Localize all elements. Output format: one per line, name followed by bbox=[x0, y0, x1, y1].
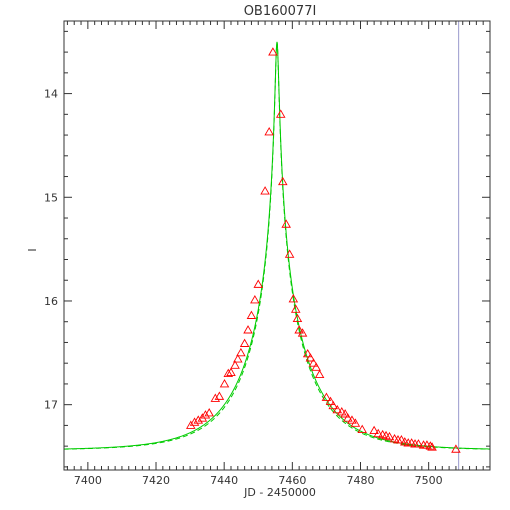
data-point bbox=[340, 409, 350, 418]
y-tick-label: 15 bbox=[44, 191, 58, 204]
data-point bbox=[268, 47, 278, 56]
data-point bbox=[332, 404, 343, 414]
data-point bbox=[250, 295, 260, 304]
axis-ticks: 7400 7420 7440 7460 7480 7500 14 15 16 17 bbox=[44, 21, 491, 487]
y-tick-label: 16 bbox=[44, 295, 58, 308]
data-point bbox=[373, 428, 383, 438]
data-point bbox=[413, 439, 424, 448]
y-axis-label: I bbox=[26, 248, 39, 251]
data-point bbox=[219, 379, 230, 388]
data-point bbox=[193, 415, 204, 424]
fit-curve-dashed bbox=[64, 41, 490, 450]
data-point bbox=[243, 325, 253, 334]
data-point bbox=[260, 186, 270, 195]
data-point bbox=[384, 431, 395, 441]
fit-curve-solid bbox=[64, 41, 490, 450]
data-point bbox=[325, 396, 336, 406]
data-point bbox=[233, 354, 243, 363]
data-point bbox=[288, 293, 299, 303]
y-tick-label: 17 bbox=[44, 399, 58, 412]
data-point bbox=[275, 109, 286, 118]
data-point bbox=[314, 369, 325, 379]
x-tick-label: 7400 bbox=[74, 474, 102, 487]
x-tick-label: 7420 bbox=[142, 474, 170, 487]
x-tick-label: 7460 bbox=[278, 474, 306, 487]
data-point bbox=[328, 400, 339, 410]
data-point bbox=[305, 353, 316, 362]
data-point bbox=[308, 358, 319, 367]
data-point bbox=[204, 408, 214, 417]
plot-axes bbox=[63, 20, 491, 471]
data-points bbox=[186, 47, 461, 453]
chart-title: OB160077I bbox=[244, 4, 317, 19]
data-point bbox=[281, 219, 291, 228]
data-point bbox=[451, 444, 461, 453]
data-point bbox=[321, 392, 332, 401]
data-point bbox=[369, 425, 379, 435]
data-point bbox=[292, 313, 303, 323]
data-point bbox=[290, 304, 301, 313]
x-tick-label: 7440 bbox=[210, 474, 238, 487]
data-point bbox=[357, 424, 367, 434]
data-point bbox=[239, 338, 250, 347]
data-point bbox=[223, 368, 234, 378]
data-point bbox=[236, 347, 246, 357]
data-point bbox=[311, 362, 321, 371]
data-point bbox=[343, 413, 353, 422]
data-point bbox=[294, 325, 304, 334]
data-point bbox=[200, 410, 211, 419]
x-tick-label: 7480 bbox=[346, 474, 374, 487]
data-point bbox=[396, 435, 407, 444]
data-point bbox=[425, 441, 436, 450]
data-point bbox=[278, 176, 288, 186]
data-point bbox=[284, 249, 295, 258]
data-point bbox=[336, 407, 347, 416]
data-point bbox=[189, 417, 200, 426]
data-point bbox=[264, 127, 274, 136]
data-point bbox=[347, 415, 357, 424]
data-point bbox=[427, 442, 437, 451]
data-point bbox=[210, 393, 221, 402]
data-point bbox=[302, 348, 313, 358]
data-point bbox=[226, 367, 236, 376]
data-point bbox=[350, 418, 361, 427]
data-point bbox=[389, 433, 400, 443]
model-fit-curves bbox=[64, 41, 490, 450]
data-point bbox=[253, 279, 264, 288]
y-tick-label: 14 bbox=[44, 88, 58, 101]
data-point bbox=[214, 391, 225, 400]
data-point bbox=[297, 328, 308, 337]
data-point bbox=[246, 310, 257, 319]
plot-frame bbox=[63, 20, 491, 471]
data-point bbox=[230, 360, 240, 369]
x-tick-label: 7500 bbox=[415, 474, 443, 487]
x-axis-label: JD - 2450000 bbox=[243, 486, 316, 499]
